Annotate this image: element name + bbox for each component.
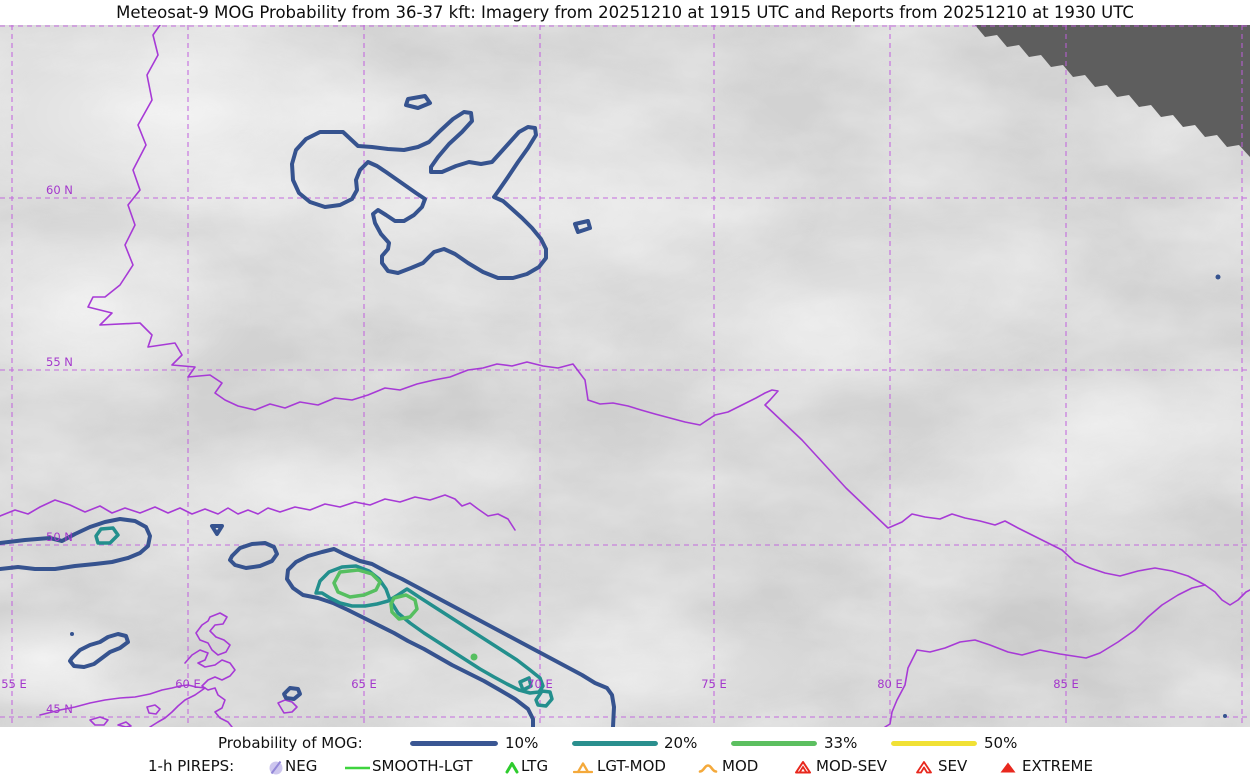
- contour10-main-band: [285, 547, 616, 727]
- boundary-aral-diagonal: [39, 684, 206, 716]
- extreme-triangle-icon: [1000, 762, 1016, 773]
- pirep-ltg-label: LTG: [521, 757, 549, 775]
- probability-legend-label: Probability of MOG:: [218, 734, 363, 752]
- prob-20-line-icon: [572, 741, 658, 746]
- political-boundaries: [0, 25, 1250, 727]
- lon-label-80e: 80 E: [877, 677, 903, 691]
- lat-lon-grid: [0, 25, 1250, 727]
- pirep-mod-label: MOD: [722, 757, 759, 775]
- boundary-small-bits-b: [117, 721, 132, 727]
- boundary-small-lake: [146, 704, 161, 715]
- lgt-mod-triangle-icon: [573, 762, 593, 774]
- mod-sev-triangle-caret-icon: [795, 761, 811, 774]
- lon-label-85e: 85 E: [1053, 677, 1079, 691]
- pireps-legend-label: 1-h PIREPS:: [148, 757, 235, 775]
- contour10-west-open: [0, 517, 152, 571]
- lon-label-75e: 75 E: [701, 677, 727, 691]
- contour33-blob-b: [389, 593, 419, 621]
- prob-50-label: 50%: [984, 734, 1018, 752]
- lat-label-45n: 45 N: [46, 702, 73, 716]
- contour10-west-dot: [210, 524, 224, 536]
- pirep-neg-label: NEG: [285, 757, 318, 775]
- boundary-west-wiggle: [0, 494, 516, 531]
- contour10-north-complex: [290, 110, 548, 280]
- product-title: Meteosat-9 MOG Probability from 36-37 kf…: [116, 3, 1134, 22]
- pirep-sev-label: SEV: [938, 757, 968, 775]
- boundary-small-east-piece: [277, 699, 298, 714]
- contour10-speck-a: [404, 94, 432, 110]
- lon-label-55e: 55 E: [1, 677, 27, 691]
- neg-icon: [269, 760, 283, 775]
- prob-33-label: 33%: [824, 734, 858, 752]
- mod-caret-icon: [698, 764, 718, 773]
- pirep-extreme-label: EXTREME: [1022, 757, 1093, 775]
- lon-label-65e: 65 E: [351, 677, 377, 691]
- contour10-speck-c: [1215, 274, 1221, 280]
- lat-label-50n: 50 N: [46, 530, 73, 544]
- contour10-speck-b: [573, 219, 592, 234]
- contour20-small-a: [518, 676, 533, 692]
- lat-label-60n: 60 N: [46, 183, 73, 197]
- lon-label-70e: 70 E: [527, 677, 553, 691]
- contour20-small-b: [534, 689, 554, 708]
- contour10-west-blob: [228, 541, 279, 570]
- boundary-south-branch: [884, 584, 1206, 727]
- boundary-west-river: [87, 25, 1250, 606]
- lon-label-60e: 60 E: [175, 677, 201, 691]
- contour10-southwest-blob: [68, 632, 130, 669]
- sev-chevron-icon: [916, 761, 932, 774]
- prob-contours-20pct: [94, 526, 554, 708]
- contour10-southeast-dot: [1223, 714, 1227, 718]
- contour10-south-small: [282, 686, 302, 701]
- boundary-aral-branch: [149, 687, 206, 727]
- prob-33-line-icon: [731, 741, 817, 746]
- prob-contours-10pct: [0, 94, 1227, 727]
- contour20-main-band: [314, 564, 545, 695]
- ltg-caret-icon: [505, 762, 519, 774]
- prob-contours-33pct: [332, 568, 478, 661]
- prob-10-label: 10%: [505, 734, 539, 752]
- contour10-southwest-dot: [70, 632, 74, 636]
- boundary-aral-north: [195, 612, 231, 656]
- contour33-blob-a: [332, 568, 382, 599]
- pirep-lgt-mod-label: LGT-MOD: [597, 757, 666, 775]
- satellite-imagery: [0, 25, 1250, 727]
- prob-20-label: 20%: [664, 734, 698, 752]
- pirep-smooth-lgt-label: SMOOTH-LGT: [372, 757, 473, 775]
- no-data-wedge: [975, 25, 1250, 157]
- satellite-map: 60 N 55 N 50 N 45 N 55 E 60 E 65 E 70 E …: [0, 25, 1250, 727]
- contour33-dot: [470, 653, 478, 661]
- pirep-mod-sev-label: MOD-SEV: [816, 757, 887, 775]
- boundary-small-bits-a: [89, 716, 109, 726]
- contour20-west-small: [94, 526, 120, 545]
- prob-10-line-icon: [410, 741, 498, 746]
- smooth-lgt-line-icon: [345, 766, 370, 770]
- prob-50-line-icon: [891, 741, 977, 746]
- map-graphics: [0, 25, 1250, 727]
- boundary-aral-main: [184, 649, 236, 727]
- legend: Probability of MOG: 10% 20% 33% 50% 1-h …: [0, 727, 1250, 782]
- lat-label-55n: 55 N: [46, 355, 73, 369]
